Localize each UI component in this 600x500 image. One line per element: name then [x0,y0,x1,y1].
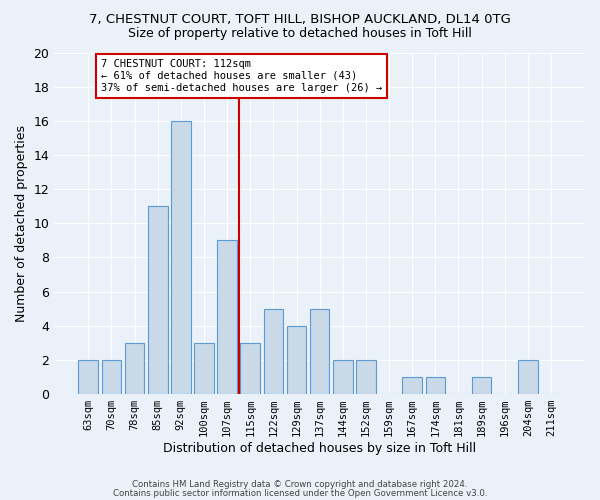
Bar [472,377,491,394]
Text: Contains HM Land Registry data © Crown copyright and database right 2024.: Contains HM Land Registry data © Crown c… [132,480,468,489]
X-axis label: Distribution of detached houses by size in Toft Hill: Distribution of detached houses by size … [163,442,476,455]
Bar [79,360,98,394]
Bar [287,326,307,394]
Bar [101,360,121,394]
Bar [125,343,145,394]
Bar [263,308,283,394]
Text: Contains public sector information licensed under the Open Government Licence v3: Contains public sector information licen… [113,488,487,498]
Y-axis label: Number of detached properties: Number of detached properties [15,125,28,322]
Bar [310,308,329,394]
Bar [425,377,445,394]
Bar [217,240,237,394]
Bar [241,343,260,394]
Bar [333,360,353,394]
Bar [148,206,167,394]
Bar [356,360,376,394]
Bar [194,343,214,394]
Bar [403,377,422,394]
Bar [518,360,538,394]
Text: Size of property relative to detached houses in Toft Hill: Size of property relative to detached ho… [128,28,472,40]
Text: 7 CHESTNUT COURT: 112sqm
← 61% of detached houses are smaller (43)
37% of semi-d: 7 CHESTNUT COURT: 112sqm ← 61% of detach… [101,60,382,92]
Bar [171,121,191,394]
Text: 7, CHESTNUT COURT, TOFT HILL, BISHOP AUCKLAND, DL14 0TG: 7, CHESTNUT COURT, TOFT HILL, BISHOP AUC… [89,12,511,26]
